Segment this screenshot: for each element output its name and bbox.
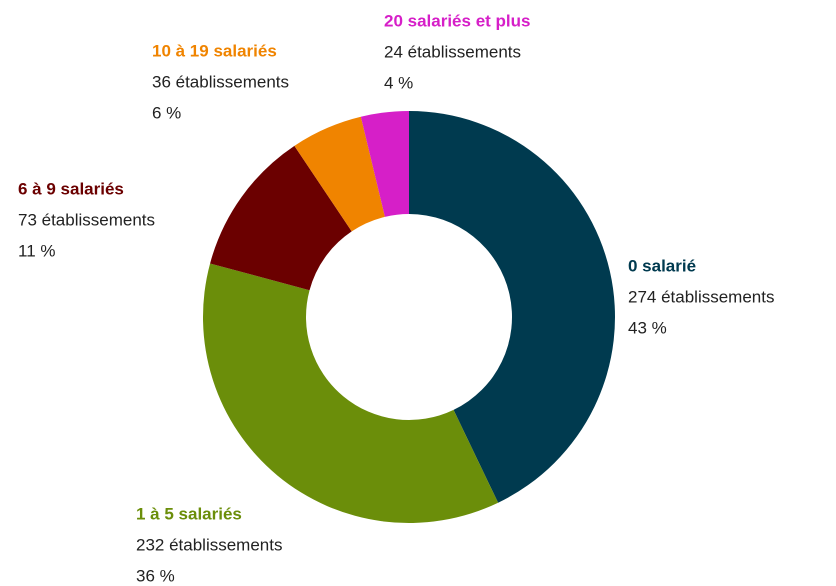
donut-slice	[210, 145, 352, 291]
category-label: 1 à 5 salariés	[136, 504, 242, 523]
category-label: 0 salarié	[628, 256, 696, 275]
percent-label: 43 %	[628, 318, 667, 337]
donut-slice	[409, 111, 615, 503]
percent-label: 6 %	[152, 103, 181, 122]
category-label: 20 salariés et plus	[384, 11, 530, 30]
category-label: 10 à 19 salariés	[152, 41, 277, 60]
donut-slice	[203, 263, 499, 523]
count-label: 274 établissements	[628, 287, 774, 306]
count-label: 232 établissements	[136, 535, 282, 554]
donut-slice	[360, 111, 409, 217]
count-label: 73 établissements	[18, 210, 155, 229]
percent-label: 36 %	[136, 566, 175, 585]
count-label: 36 établissements	[152, 72, 289, 91]
percent-label: 4 %	[384, 73, 413, 92]
percent-label: 11 %	[18, 241, 56, 260]
count-label: 24 établissements	[384, 42, 521, 61]
category-label: 6 à 9 salariés	[18, 179, 124, 198]
donut-slice	[294, 116, 385, 232]
